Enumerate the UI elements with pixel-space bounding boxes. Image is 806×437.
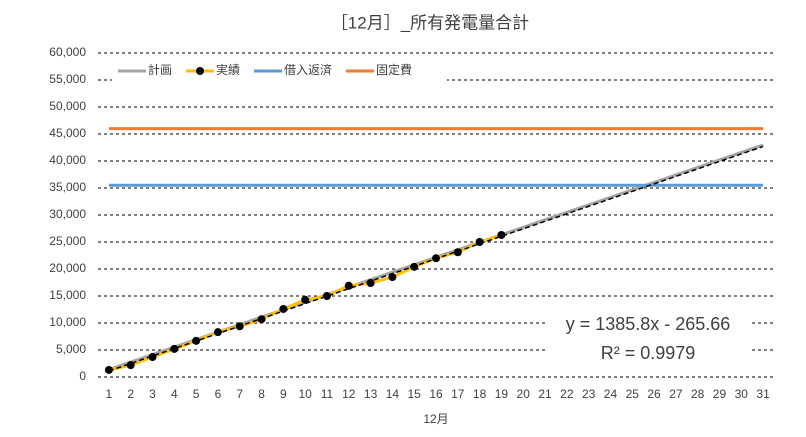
x-tick-label: 1 — [106, 387, 113, 401]
y-tick-label: 10,000 — [49, 315, 86, 329]
legend-label: 実績 — [216, 62, 240, 77]
y-tick-label: 60,000 — [49, 45, 86, 59]
chart-title: ［12月］_所有発電量合計 — [331, 13, 529, 32]
x-tick-label: 4 — [171, 387, 178, 401]
data-point — [301, 295, 310, 304]
label-bg — [545, 312, 750, 366]
y-tick-label: 15,000 — [49, 288, 86, 302]
x-tick-label: 19 — [495, 387, 509, 401]
data-point — [366, 279, 375, 288]
x-tick-label: 28 — [691, 387, 705, 401]
x-tick-label: 3 — [149, 387, 156, 401]
legend-label: 計画 — [148, 62, 172, 77]
trendline-equation: y = 1385.8x - 265.66 — [566, 314, 731, 334]
y-tick-label: 50,000 — [49, 99, 86, 113]
y-tick-label: 30,000 — [49, 207, 86, 221]
data-point — [475, 238, 484, 246]
y-tick-label: 0 — [79, 369, 86, 383]
legend-marker — [196, 67, 205, 75]
x-tick-label: 20 — [517, 387, 531, 401]
x-axis-label: 12月 — [423, 412, 448, 426]
x-tick-label: 6 — [215, 387, 222, 401]
x-tick-label: 18 — [473, 387, 487, 401]
x-tick-label: 10 — [298, 387, 312, 401]
x-tick-label: 27 — [669, 387, 683, 401]
legend-label: 固定費 — [376, 62, 412, 77]
y-tick-label: 5,000 — [56, 342, 86, 356]
x-tick-label: 12 — [342, 387, 356, 401]
x-tick-label: 9 — [280, 387, 287, 401]
x-tick-label: 13 — [364, 387, 378, 401]
legend-label: 借入返済 — [284, 62, 332, 77]
x-tick-label: 5 — [193, 387, 200, 401]
x-tick-label: 14 — [386, 387, 400, 401]
x-tick-label: 26 — [647, 387, 661, 401]
data-point — [344, 281, 353, 290]
trendline — [108, 145, 764, 372]
y-tick-label: 25,000 — [49, 234, 86, 248]
x-tick-label: 21 — [538, 387, 552, 401]
x-tick-label: 25 — [626, 387, 640, 401]
x-tick-label: 16 — [429, 387, 443, 401]
x-tick-label: 22 — [560, 387, 574, 401]
x-tick-label: 30 — [735, 387, 749, 401]
data-point — [322, 292, 331, 300]
data-point — [104, 365, 113, 374]
x-tick-label: 7 — [236, 387, 243, 401]
y-tick-label: 55,000 — [49, 72, 86, 86]
x-tick-label: 29 — [713, 387, 727, 401]
x-tick-label: 8 — [258, 387, 265, 401]
x-tick-label: 31 — [756, 387, 770, 401]
x-tick-label: 11 — [321, 387, 334, 401]
data-point — [170, 344, 179, 353]
y-tick-label: 40,000 — [49, 153, 86, 167]
x-tick-label: 15 — [408, 387, 422, 401]
y-tick-label: 35,000 — [49, 180, 86, 194]
x-tick-label: 24 — [604, 387, 618, 401]
trendline-r2: R² = 0.9979 — [601, 343, 696, 363]
x-tick-label: 17 — [451, 387, 465, 401]
data-point — [453, 248, 462, 257]
y-tick-label: 45,000 — [49, 126, 86, 140]
x-tick-label: 23 — [582, 387, 596, 401]
x-tick-label: 2 — [127, 387, 134, 401]
y-tick-label: 20,000 — [49, 261, 86, 275]
